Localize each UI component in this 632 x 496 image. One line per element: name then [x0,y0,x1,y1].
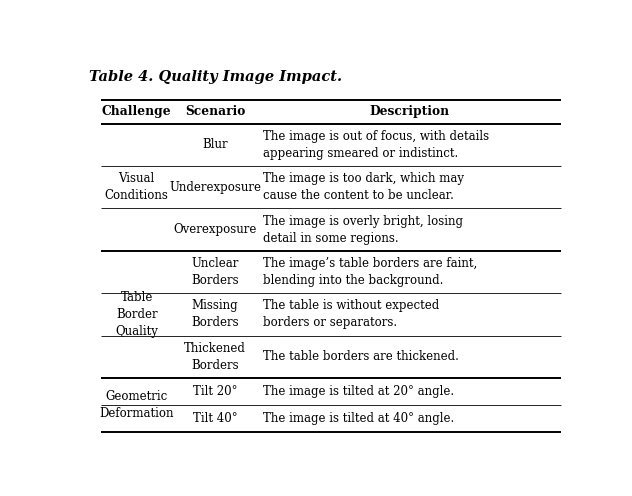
Text: Unclear
Borders: Unclear Borders [191,257,239,287]
Text: Table 4. Quality Image Impact.: Table 4. Quality Image Impact. [88,70,342,84]
Text: Challenge: Challenge [102,105,171,118]
Text: The image is tilted at 40° angle.: The image is tilted at 40° angle. [263,412,454,425]
Text: Tilt 40°: Tilt 40° [193,412,237,425]
Text: Missing
Borders: Missing Borders [191,300,239,329]
Text: The image is too dark, which may
cause the content to be unclear.: The image is too dark, which may cause t… [263,172,464,202]
Text: Underexposure: Underexposure [169,181,261,193]
Text: The table is without expected
borders or separators.: The table is without expected borders or… [263,300,439,329]
Text: Overexposure: Overexposure [173,223,257,236]
Text: The image is overly bright, losing
detail in some regions.: The image is overly bright, losing detai… [263,215,463,245]
Text: Visual
Conditions: Visual Conditions [105,172,169,202]
Text: The table borders are thickened.: The table borders are thickened. [263,350,459,363]
Text: Table
Border
Quality: Table Border Quality [115,291,158,338]
Text: The image is tilted at 20° angle.: The image is tilted at 20° angle. [263,385,454,398]
Text: Scenario: Scenario [185,105,245,118]
Text: Blur: Blur [202,138,228,151]
Text: Thickened
Borders: Thickened Borders [184,342,246,372]
Text: Geometric
Deformation: Geometric Deformation [99,390,174,420]
Text: Tilt 20°: Tilt 20° [193,385,237,398]
Text: The image’s table borders are faint,
blending into the background.: The image’s table borders are faint, ble… [263,257,477,287]
Text: Description: Description [370,105,449,118]
Text: The image is out of focus, with details
appearing smeared or indistinct.: The image is out of focus, with details … [263,130,489,160]
